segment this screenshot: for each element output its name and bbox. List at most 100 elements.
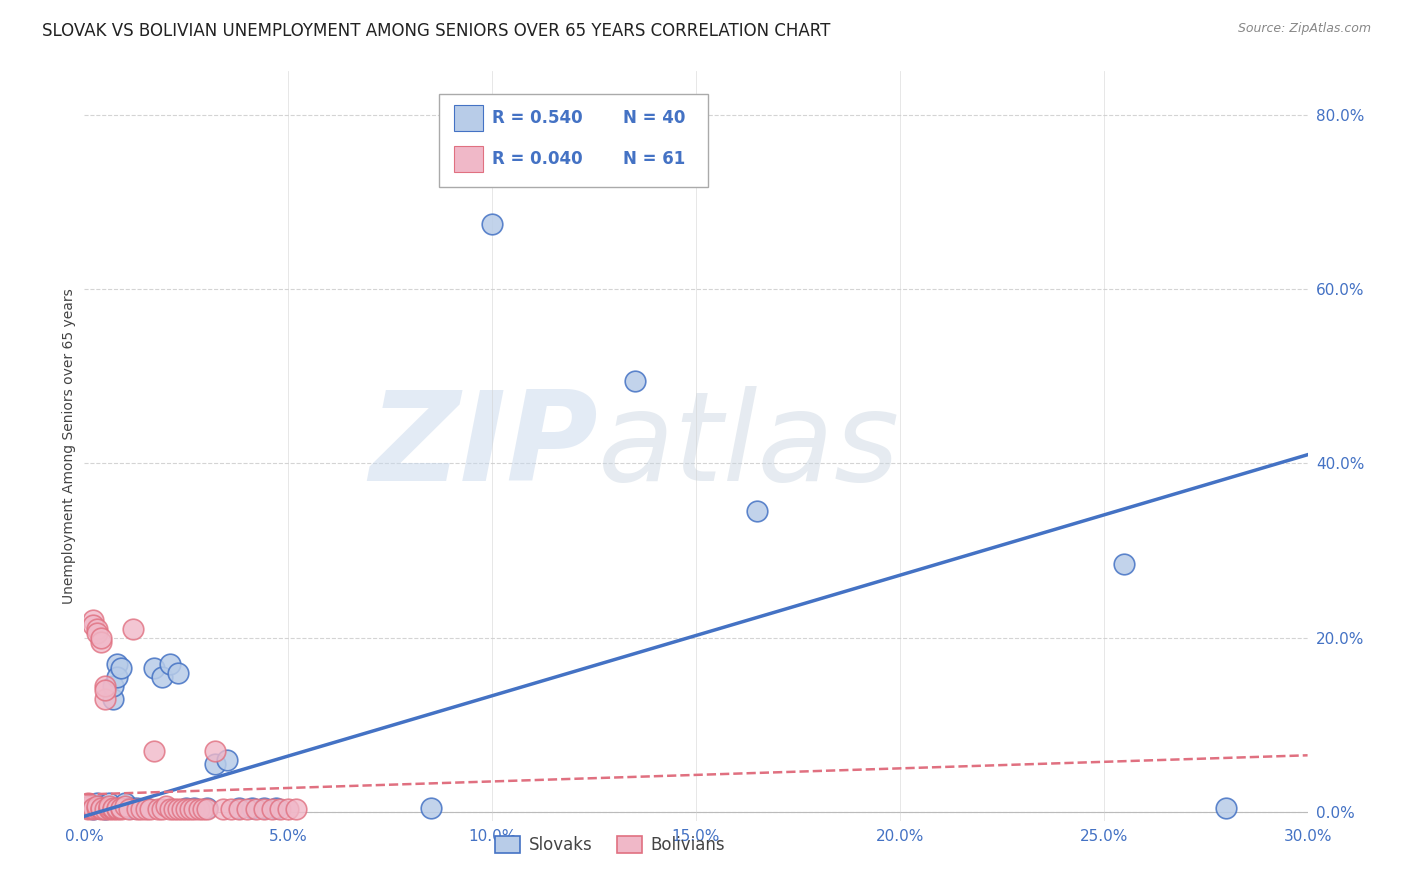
Point	[86, 800, 108, 814]
Point	[131, 802, 153, 816]
Text: atlas: atlas	[598, 385, 900, 507]
Point	[105, 670, 128, 684]
Point	[82, 797, 104, 812]
Point	[105, 800, 128, 814]
Text: ZIP: ZIP	[370, 385, 598, 507]
Point	[110, 661, 132, 675]
Point	[174, 802, 197, 816]
Point	[135, 800, 157, 814]
Point	[86, 622, 108, 636]
Point	[212, 802, 235, 816]
Point	[159, 657, 181, 671]
Point	[269, 802, 291, 816]
Point	[82, 613, 104, 627]
Point	[86, 800, 108, 814]
Point	[127, 800, 149, 814]
Point	[127, 802, 149, 816]
Point	[277, 802, 299, 816]
Point	[264, 800, 287, 814]
Text: N = 40: N = 40	[623, 109, 685, 127]
Point	[150, 670, 173, 684]
Point	[90, 635, 112, 649]
Point	[82, 800, 104, 814]
FancyBboxPatch shape	[454, 105, 484, 130]
Point	[253, 800, 276, 814]
Point	[163, 802, 186, 816]
Point	[90, 798, 112, 813]
Point	[747, 504, 769, 518]
Point	[204, 757, 226, 772]
Point	[90, 801, 112, 815]
Point	[191, 802, 214, 816]
FancyBboxPatch shape	[439, 94, 709, 187]
Point	[77, 798, 100, 813]
Point	[228, 802, 250, 816]
Point	[93, 691, 115, 706]
Point	[481, 217, 503, 231]
Point	[86, 798, 108, 813]
Point	[82, 802, 104, 816]
Point	[77, 800, 100, 814]
Point	[105, 802, 128, 816]
Point	[77, 800, 100, 814]
Point	[174, 800, 197, 814]
Point	[90, 802, 112, 816]
Point	[253, 802, 276, 816]
Point	[142, 744, 165, 758]
Point	[114, 798, 136, 813]
Point	[420, 800, 443, 814]
Point	[142, 661, 165, 675]
Text: Source: ZipAtlas.com: Source: ZipAtlas.com	[1237, 22, 1371, 36]
Point	[97, 800, 120, 814]
Point	[93, 802, 115, 816]
Point	[204, 744, 226, 758]
Point	[93, 682, 115, 697]
Point	[138, 802, 160, 816]
Point	[624, 374, 647, 388]
Point	[101, 679, 124, 693]
Point	[118, 800, 141, 814]
Point	[159, 802, 181, 816]
Point	[105, 657, 128, 671]
Point	[167, 665, 190, 680]
Point	[122, 622, 145, 636]
Point	[86, 626, 108, 640]
Point	[219, 802, 242, 816]
Point	[122, 800, 145, 814]
Point	[82, 802, 104, 816]
Point	[260, 802, 283, 816]
Point	[77, 796, 100, 810]
Point	[1215, 800, 1237, 814]
Point	[150, 802, 173, 816]
Text: R = 0.040: R = 0.040	[492, 150, 582, 168]
Point	[167, 802, 190, 816]
Point	[114, 796, 136, 810]
Point	[93, 679, 115, 693]
Point	[217, 753, 239, 767]
Point	[86, 796, 108, 810]
Point	[155, 798, 177, 813]
Text: R = 0.540: R = 0.540	[492, 109, 582, 127]
Point	[245, 802, 267, 816]
Point	[97, 800, 120, 814]
Point	[172, 802, 194, 816]
Point	[135, 802, 157, 816]
Point	[77, 802, 100, 816]
Point	[146, 802, 169, 816]
Point	[90, 800, 112, 814]
Point	[195, 802, 218, 816]
Point	[179, 802, 201, 816]
Point	[90, 631, 112, 645]
Point	[110, 800, 132, 814]
Point	[195, 800, 218, 814]
Point	[183, 800, 205, 814]
Point	[183, 802, 205, 816]
Point	[236, 802, 259, 816]
Point	[82, 617, 104, 632]
Point	[101, 802, 124, 816]
Point	[1114, 557, 1136, 571]
FancyBboxPatch shape	[454, 146, 484, 172]
Point	[101, 800, 124, 814]
Point	[101, 691, 124, 706]
Point	[93, 802, 115, 816]
